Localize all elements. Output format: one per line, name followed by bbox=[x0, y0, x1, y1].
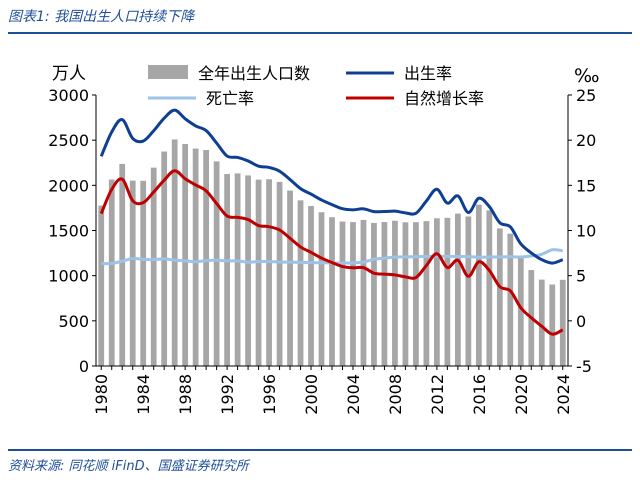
bar-1999 bbox=[297, 200, 304, 366]
bar-2012 bbox=[434, 218, 440, 366]
bar-2011 bbox=[423, 221, 430, 366]
left-tick-label: 3000 bbox=[48, 86, 89, 105]
bar-2016 bbox=[475, 204, 482, 366]
right-tick-label: 25 bbox=[576, 86, 596, 105]
x-tick-label: 2020 bbox=[512, 374, 531, 415]
left-tick-label: 1000 bbox=[48, 267, 89, 286]
bar-2018 bbox=[496, 228, 503, 366]
bar-1994 bbox=[245, 175, 251, 366]
bar-1989 bbox=[192, 148, 199, 366]
bar-2009 bbox=[402, 222, 409, 366]
x-tick-label: 1988 bbox=[176, 374, 195, 415]
source-note: 资料来源: 同花顺 iFinD、国盛证券研究所 bbox=[8, 459, 249, 474]
bar-2007 bbox=[381, 222, 388, 366]
legend-label: 死亡率 bbox=[206, 89, 254, 108]
right-tick-label: 20 bbox=[576, 131, 596, 150]
x-tick-label: 1984 bbox=[134, 374, 153, 415]
legend-swatch-births bbox=[148, 65, 188, 79]
bar-2010 bbox=[413, 222, 419, 366]
left-tick-label: 500 bbox=[58, 312, 89, 331]
bar-2017 bbox=[486, 210, 493, 366]
legend-label: 全年出生人口数 bbox=[198, 64, 310, 83]
x-tick-label: 2000 bbox=[302, 374, 321, 415]
legend-label: 出生率 bbox=[404, 64, 452, 83]
x-tick-label: 2008 bbox=[386, 374, 405, 415]
x-tick-label: 1996 bbox=[260, 374, 279, 415]
bar-1991 bbox=[213, 161, 220, 366]
left-tick-label: 0 bbox=[79, 357, 89, 376]
bar-1984 bbox=[140, 180, 147, 366]
bar-1992 bbox=[224, 174, 230, 366]
right-tick-label: 0 bbox=[576, 312, 586, 331]
title-divider bbox=[8, 32, 632, 34]
bar-1985 bbox=[150, 167, 157, 366]
x-tick-label: 2024 bbox=[554, 374, 573, 415]
bar-2001 bbox=[318, 212, 325, 366]
bar-1987 bbox=[171, 139, 178, 366]
bar-2006 bbox=[371, 222, 377, 366]
bar-1993 bbox=[234, 173, 241, 366]
x-tick-label: 2016 bbox=[470, 374, 489, 415]
right-tick-label: 5 bbox=[576, 267, 586, 286]
x-tick-label: 1992 bbox=[218, 374, 237, 415]
bar-2013 bbox=[444, 217, 451, 366]
right-axis-unit: ‰ bbox=[574, 65, 600, 87]
line-自然增长率 bbox=[99, 169, 564, 336]
x-tick-label: 1980 bbox=[92, 374, 111, 415]
bar-2002 bbox=[329, 217, 335, 366]
bar-1995 bbox=[255, 179, 262, 366]
right-tick-label: 15 bbox=[576, 176, 596, 195]
bar-2008 bbox=[392, 220, 398, 366]
legend-label: 自然增长率 bbox=[404, 89, 484, 108]
left-tick-label: 1500 bbox=[48, 222, 89, 241]
bar-2004 bbox=[350, 222, 356, 366]
bar-1990 bbox=[203, 150, 210, 366]
bar-1997 bbox=[276, 181, 283, 366]
rate-lines bbox=[99, 108, 564, 336]
bar-1996 bbox=[266, 179, 272, 366]
bar-2005 bbox=[360, 219, 367, 366]
left-tick-label: 2500 bbox=[48, 131, 89, 150]
bar-2022 bbox=[538, 279, 545, 366]
bar-2015 bbox=[465, 216, 472, 366]
source-divider bbox=[8, 449, 632, 451]
birth-bars bbox=[98, 139, 566, 366]
bar-1998 bbox=[287, 190, 293, 366]
left-axis-unit: 万人 bbox=[52, 64, 86, 84]
bar-2003 bbox=[339, 221, 346, 366]
bar-2014 bbox=[454, 213, 461, 366]
right-tick-label: 10 bbox=[576, 222, 596, 241]
bar-2024 bbox=[559, 279, 566, 366]
bar-1988 bbox=[182, 144, 189, 366]
bar-2020 bbox=[517, 257, 524, 366]
x-tick-label: 2004 bbox=[344, 374, 363, 415]
bar-1981 bbox=[108, 179, 115, 366]
bar-2019 bbox=[507, 233, 514, 366]
bar-2000 bbox=[308, 206, 314, 366]
chart-title: 图表1: 我国出生人口持续下降 bbox=[8, 9, 195, 25]
line-出生率 bbox=[99, 108, 564, 265]
bar-1983 bbox=[129, 180, 136, 366]
x-tick-label: 2012 bbox=[428, 374, 447, 415]
bar-2023 bbox=[549, 284, 556, 366]
left-tick-label: 2000 bbox=[48, 176, 89, 195]
right-tick-label: -5 bbox=[576, 357, 592, 376]
axes: 0 500 1000 1500 2000 2500 3000 -5 0 5 10 15 20 25 万人 ‰ 1… bbox=[48, 64, 599, 415]
bar-1980 bbox=[98, 205, 105, 366]
bar-1982 bbox=[119, 163, 126, 366]
